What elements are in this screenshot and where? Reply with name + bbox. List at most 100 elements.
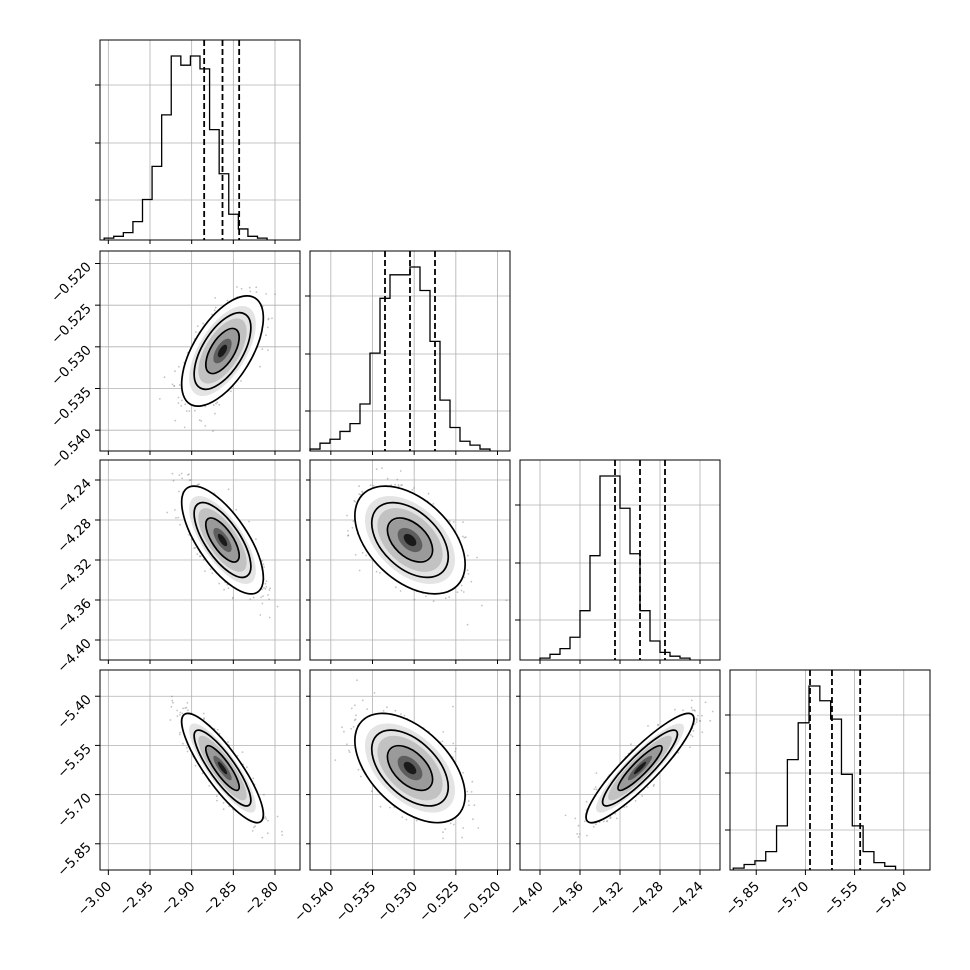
scatter-point bbox=[463, 536, 466, 539]
density-contour-1 bbox=[193, 501, 252, 579]
density-fill-5 bbox=[403, 533, 417, 547]
scatter-point bbox=[231, 597, 234, 600]
scatter-point bbox=[228, 805, 231, 808]
density-fill-5 bbox=[217, 533, 228, 547]
scatter-point bbox=[347, 534, 350, 537]
scatter-point bbox=[361, 491, 364, 494]
scatter-point bbox=[427, 492, 430, 495]
scatter-point bbox=[394, 483, 396, 486]
scatter-point bbox=[397, 484, 400, 486]
scatter-point bbox=[216, 728, 219, 731]
scatter-point bbox=[265, 293, 268, 295]
scatter-point bbox=[265, 334, 267, 336]
scatter-point bbox=[259, 365, 261, 368]
scatter-point bbox=[453, 521, 455, 523]
scatter-point bbox=[223, 588, 226, 591]
scatter-point bbox=[212, 430, 214, 432]
scatter-point bbox=[176, 715, 179, 717]
scatter-point bbox=[177, 402, 180, 404]
density-contour-0 bbox=[180, 295, 265, 407]
scatter-point bbox=[394, 586, 397, 589]
scatter-point bbox=[181, 399, 183, 402]
scatter-point bbox=[249, 598, 252, 601]
scatter-point bbox=[193, 547, 196, 549]
scatter-point bbox=[202, 322, 205, 325]
scatter-point bbox=[184, 403, 187, 406]
scatter-point bbox=[185, 706, 188, 709]
scatter-point bbox=[198, 483, 201, 485]
panel-frame bbox=[99, 39, 301, 241]
scatter-point bbox=[226, 299, 229, 302]
scatter-point bbox=[396, 478, 399, 481]
scatter-point bbox=[177, 396, 180, 399]
scatter-point bbox=[361, 552, 364, 554]
scatter-point bbox=[211, 572, 214, 574]
scatter-point bbox=[183, 426, 186, 429]
scatter-point bbox=[240, 380, 242, 382]
scatter-point bbox=[255, 291, 258, 293]
scatter-point bbox=[401, 484, 403, 486]
scatter-point bbox=[175, 517, 177, 519]
scatter-point bbox=[466, 569, 469, 571]
scatter-point bbox=[187, 474, 189, 476]
scatter-point bbox=[196, 553, 199, 556]
density-contour-2 bbox=[386, 517, 434, 563]
scatter-point bbox=[463, 576, 466, 579]
scatter-point bbox=[448, 596, 451, 599]
scatter-point bbox=[268, 589, 271, 591]
scatter-point bbox=[254, 825, 256, 828]
scatter-point bbox=[182, 742, 184, 745]
scatter-point bbox=[179, 714, 181, 716]
histogram-step bbox=[103, 55, 268, 240]
scatter-point bbox=[218, 582, 221, 585]
histogram-step bbox=[539, 475, 691, 660]
scatter-point bbox=[354, 554, 357, 556]
scatter-point bbox=[480, 604, 483, 607]
scatter-point bbox=[174, 370, 176, 373]
scatter-point bbox=[253, 826, 255, 829]
pair-panel-0-2 bbox=[99, 459, 301, 661]
scatter-point bbox=[213, 309, 216, 312]
scatter-point bbox=[185, 410, 188, 412]
scatter-point bbox=[264, 582, 267, 585]
scatter-point bbox=[193, 409, 196, 412]
scatter-point bbox=[262, 563, 265, 566]
scatter-point bbox=[209, 568, 212, 571]
scatter-point bbox=[249, 290, 252, 293]
scatter-point bbox=[173, 384, 176, 387]
scatter-point bbox=[158, 398, 161, 400]
scatter-point bbox=[179, 711, 182, 714]
scatter-point bbox=[186, 750, 189, 753]
histogram-panel-1 bbox=[305, 250, 511, 452]
scatter-point bbox=[464, 536, 467, 539]
scatter-point bbox=[425, 595, 427, 598]
scatter-point bbox=[462, 521, 464, 523]
scatter-point bbox=[399, 470, 402, 472]
histogram-panel-3 bbox=[725, 669, 931, 871]
scatter-point bbox=[214, 297, 217, 299]
scatter-point bbox=[232, 596, 235, 599]
scatter-point bbox=[375, 570, 378, 573]
scatter-point bbox=[460, 589, 463, 592]
scatter-point bbox=[365, 554, 367, 557]
scatter-point bbox=[174, 509, 176, 511]
scatter-point bbox=[227, 488, 230, 491]
scatter-point bbox=[259, 614, 262, 616]
scatter-point bbox=[264, 588, 267, 590]
scatter-point bbox=[171, 383, 174, 386]
scatter-point bbox=[263, 587, 265, 589]
scatter-point bbox=[413, 487, 415, 489]
scatter-point bbox=[196, 325, 199, 327]
scatter-point bbox=[199, 555, 202, 558]
histogram-panel-2 bbox=[515, 459, 721, 661]
scatter-point bbox=[198, 419, 201, 422]
scatter-point bbox=[251, 830, 254, 832]
scatter-point bbox=[189, 479, 192, 481]
scatter-point bbox=[215, 402, 217, 405]
panel-frame bbox=[99, 250, 301, 452]
scatter-point bbox=[178, 474, 181, 476]
panel-frame bbox=[729, 669, 931, 871]
scatter-point bbox=[379, 572, 381, 574]
scatter-point bbox=[188, 479, 191, 482]
density-contour-2 bbox=[204, 517, 241, 563]
